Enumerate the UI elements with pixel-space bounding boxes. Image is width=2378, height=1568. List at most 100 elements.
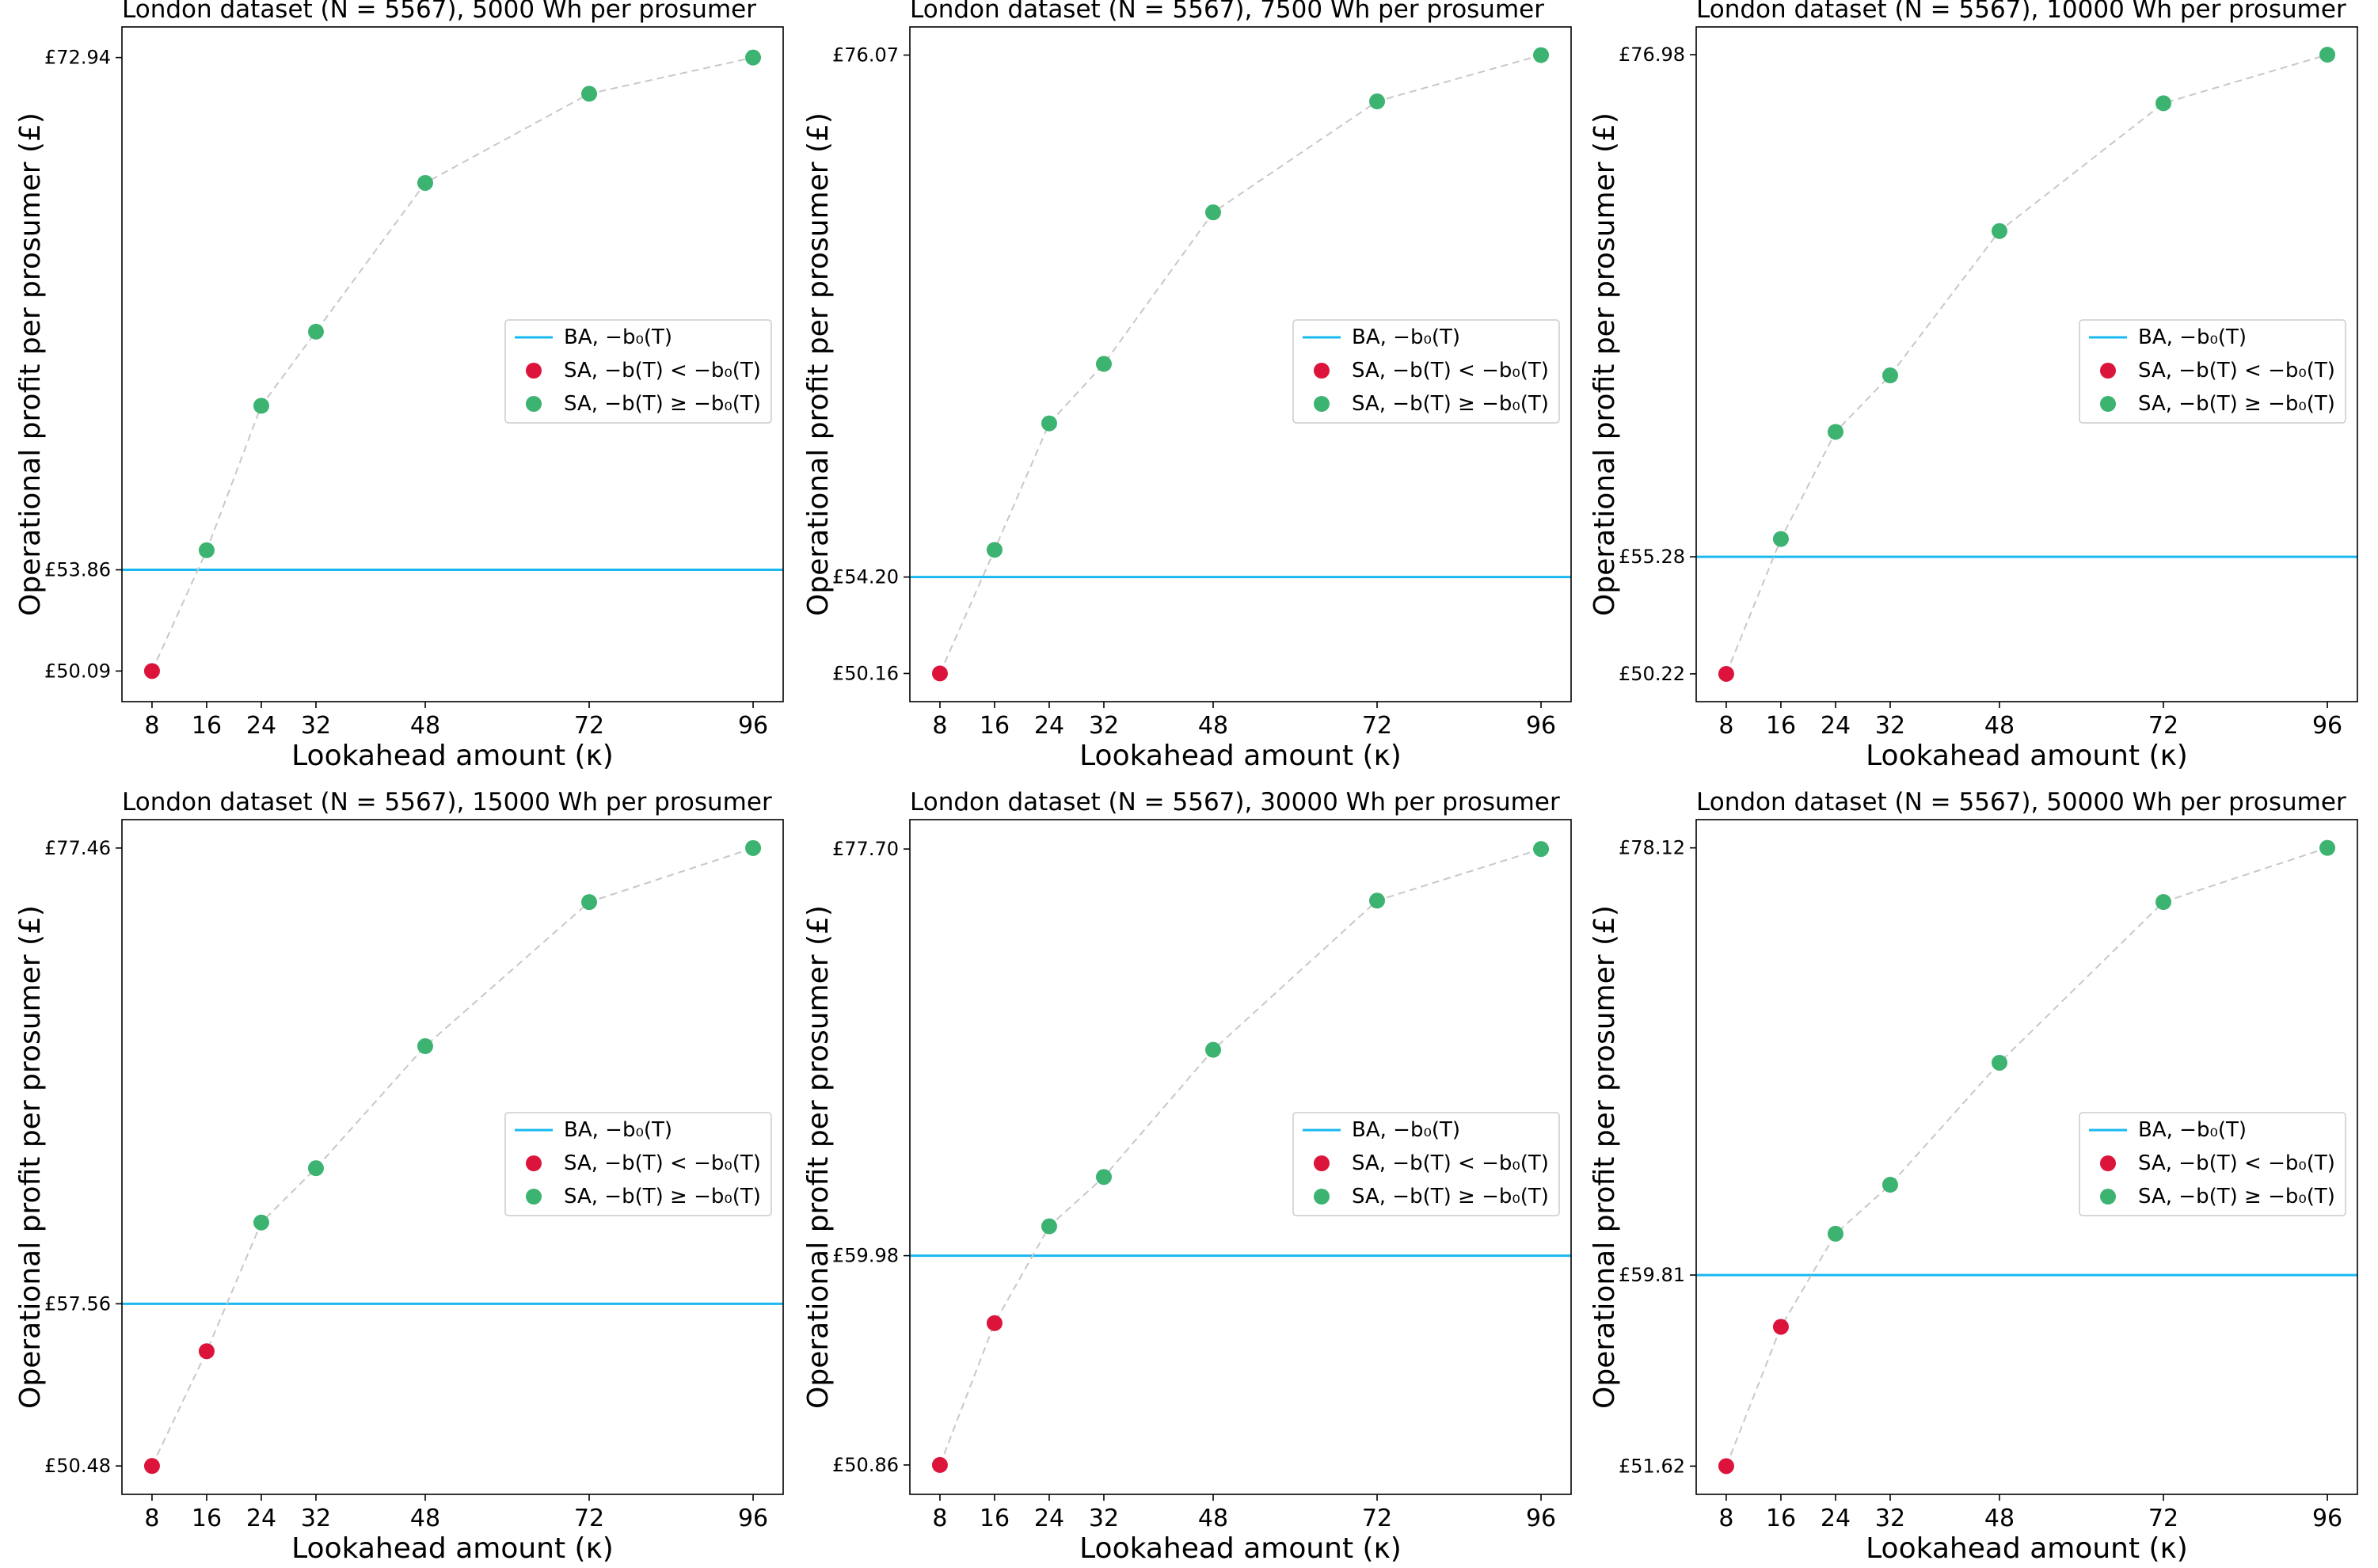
legend-sa-below-swatch: [526, 1155, 542, 1171]
chart-title: London dataset (N = 5567), 5000 Wh per p…: [122, 0, 756, 24]
legend-sa-below-swatch: [526, 363, 542, 379]
data-point-sa-above: [1827, 424, 1843, 440]
legend-sa-below-label: SA, −b(T) < −b₀(T): [564, 359, 761, 382]
plot-frame: [1695, 819, 2358, 1495]
x-tick-label: 8: [144, 1505, 159, 1532]
legend: BA, −b₀(T) SA, −b(T) < −b₀(T) SA, −b(T) ≥ …: [504, 1112, 772, 1216]
data-point-sa-above: [1991, 1054, 2007, 1071]
data-point-sa-above: [1881, 367, 1898, 384]
plot-frame: [909, 26, 1572, 702]
x-tick-label: 24: [1034, 1505, 1064, 1532]
x-tick-label: 8: [1718, 1505, 1733, 1532]
data-point-sa-above: [745, 49, 762, 66]
plot-frame: [121, 26, 784, 702]
x-tick-label: 32: [1089, 712, 1119, 740]
y-tick-label: £76.07: [832, 44, 899, 67]
x-tick-label: 72: [2148, 1505, 2178, 1532]
x-tick-label: 32: [1089, 1505, 1119, 1532]
chart-panel-5: London dataset (N = 5567), 30000 Wh per …: [802, 788, 1572, 1565]
legend-ba-label: BA, −b₀(T): [2138, 325, 2247, 349]
data-point-sa-below: [1718, 1458, 1734, 1475]
x-axis-label: Lookahead amount (κ): [291, 1532, 614, 1565]
x-tick-label: 32: [301, 1505, 331, 1532]
legend: BA, −b₀(T) SA, −b(T) < −b₀(T) SA, −b(T) ≥ …: [1292, 1112, 1560, 1216]
y-tick-label: £54.20: [832, 566, 899, 588]
data-point-sa-below: [1718, 665, 1734, 682]
chart-title: London dataset (N = 5567), 7500 Wh per p…: [910, 0, 1544, 24]
x-tick-label: 96: [1526, 1505, 1556, 1532]
legend-sa-above-label: SA, −b(T) ≥ −b₀(T): [564, 1185, 761, 1208]
legend-box: [504, 1112, 772, 1216]
legend-box: [504, 319, 772, 424]
x-axis-label: Lookahead amount (κ): [1866, 740, 2188, 772]
plot-frame: [909, 819, 1572, 1495]
y-tick-label: £76.98: [1619, 44, 1685, 66]
legend-box: [2079, 1112, 2346, 1216]
y-tick-label: £51.62: [1619, 1455, 1685, 1477]
legend-sa-above-swatch: [2100, 1189, 2116, 1205]
data-point-sa-above: [581, 894, 598, 911]
legend-ba-label: BA, −b₀(T): [2138, 1118, 2247, 1142]
data-point-sa-below: [143, 663, 160, 679]
x-tick-label: 24: [1034, 712, 1064, 740]
data-point-sa-above: [581, 86, 598, 102]
x-tick-label: 32: [1875, 712, 1905, 740]
y-tick-label: £50.16: [832, 662, 899, 684]
legend: BA, −b₀(T) SA, −b(T) < −b₀(T) SA, −b(T) ≥ …: [1292, 319, 1560, 424]
x-tick-label: 16: [192, 712, 222, 740]
x-tick-label: 8: [932, 712, 947, 740]
y-axis-label: Operational profit per prosumer (£): [14, 112, 47, 616]
y-axis-label: Operational profit per prosumer (£): [1589, 905, 1621, 1409]
legend-box: [1292, 1112, 1560, 1216]
data-point-sa-above: [1204, 204, 1221, 221]
x-axis-label: Lookahead amount (κ): [1866, 1532, 2188, 1565]
x-tick-label: 32: [301, 712, 331, 740]
data-point-sa-above: [1369, 93, 1386, 110]
x-tick-label: 72: [574, 1505, 604, 1532]
legend: BA, −b₀(T) SA, −b(T) < −b₀(T) SA, −b(T) ≥ …: [504, 319, 772, 424]
x-tick-label: 96: [738, 712, 768, 740]
x-tick-label: 96: [1526, 712, 1556, 740]
legend-sa-below-label: SA, −b(T) < −b₀(T): [2138, 359, 2335, 382]
x-tick-label: 16: [192, 1505, 222, 1532]
x-tick-label: 24: [1821, 712, 1851, 740]
data-point-sa-above: [198, 542, 215, 558]
chart-title: London dataset (N = 5567), 50000 Wh per …: [1696, 788, 2346, 816]
data-point-sa-above: [1772, 531, 1789, 547]
chart-panel-1: London dataset (N = 5567), 5000 Wh per p…: [14, 0, 784, 772]
legend-sa-above-swatch: [1314, 396, 1330, 412]
chart-panel-3: London dataset (N = 5567), 10000 Wh per …: [1589, 0, 2358, 772]
legend: BA, −b₀(T) SA, −b(T) < −b₀(T) SA, −b(T) ≥ …: [2079, 1112, 2346, 1216]
plot-frame: [121, 819, 784, 1495]
x-tick-label: 48: [1984, 712, 2015, 740]
data-point-sa-above: [1204, 1041, 1221, 1058]
data-point-sa-below: [931, 665, 948, 682]
legend-sa-below-swatch: [2100, 1155, 2116, 1171]
data-point-sa-above: [1991, 223, 2007, 239]
data-point-sa-above: [1095, 356, 1112, 372]
y-axis-label: Operational profit per prosumer (£): [802, 905, 835, 1409]
x-tick-label: 24: [246, 712, 276, 740]
data-point-sa-above: [1041, 415, 1057, 432]
x-tick-label: 16: [980, 1505, 1010, 1532]
legend-sa-below-label: SA, −b(T) < −b₀(T): [564, 1151, 761, 1175]
x-tick-label: 72: [1362, 712, 1392, 740]
legend-sa-above-label: SA, −b(T) ≥ −b₀(T): [1352, 392, 1549, 416]
x-tick-label: 8: [932, 1505, 947, 1532]
data-point-sa-above: [1533, 47, 1550, 63]
x-tick-label: 48: [1198, 712, 1228, 740]
legend-sa-above-label: SA, −b(T) ≥ −b₀(T): [2138, 392, 2335, 416]
x-tick-label: 32: [1875, 1505, 1905, 1532]
y-tick-label: £59.98: [832, 1245, 899, 1267]
x-tick-label: 24: [1821, 1505, 1851, 1532]
x-tick-label: 8: [1718, 712, 1733, 740]
legend-sa-below-label: SA, −b(T) < −b₀(T): [1352, 1151, 1549, 1175]
x-tick-label: 16: [980, 712, 1010, 740]
y-tick-label: £78.12: [1619, 837, 1685, 859]
data-point-sa-below: [1772, 1319, 1789, 1335]
y-axis-label: Operational profit per prosumer (£): [802, 112, 835, 616]
data-point-sa-above: [1041, 1218, 1057, 1235]
legend-ba-label: BA, −b₀(T): [564, 325, 672, 349]
x-tick-label: 48: [1984, 1505, 2015, 1532]
legend-sa-below-swatch: [1314, 363, 1330, 379]
